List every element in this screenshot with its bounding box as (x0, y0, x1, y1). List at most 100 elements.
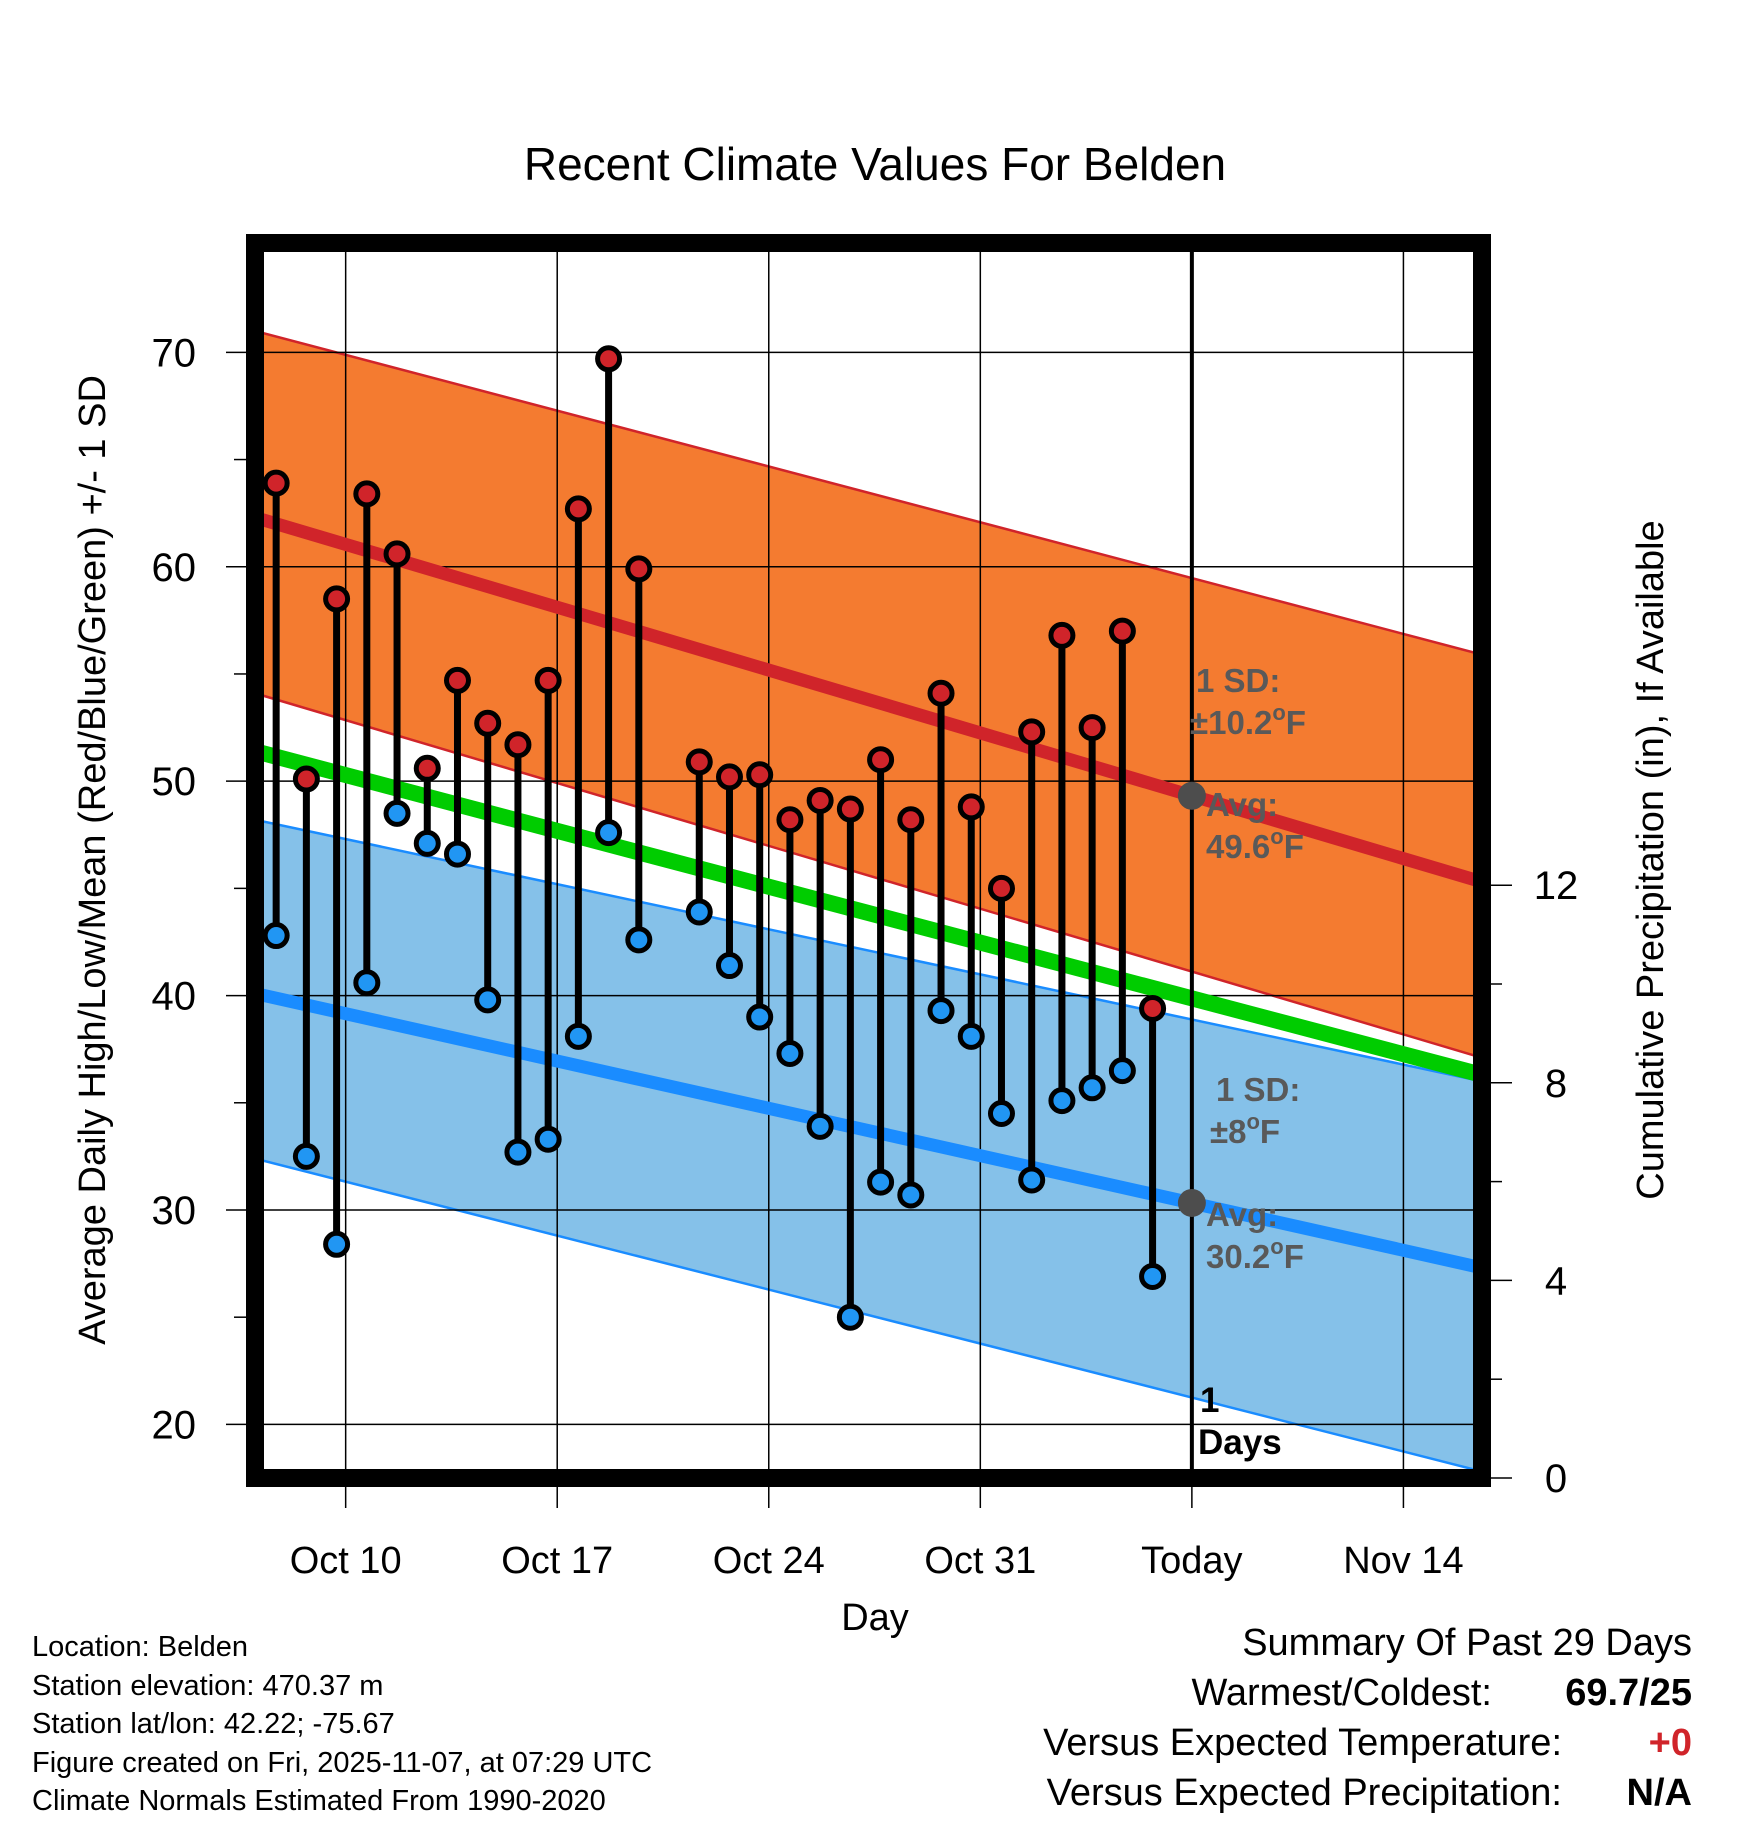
low-avg-value: 30.2oF (1206, 1234, 1304, 1275)
x-tick-label-24: Oct 31 (924, 1540, 1036, 1582)
latlon-text: Station lat/lon: 42.22; -75.67 (32, 1708, 395, 1740)
summary-panel: Summary Of Past 29 Days Warmest/Coldest:… (1043, 1618, 1692, 1818)
low-point (353, 969, 381, 997)
observation-day-11 (564, 495, 592, 1050)
observation-day-8 (474, 709, 502, 1014)
low-point (323, 1230, 351, 1258)
low-point (957, 1022, 985, 1050)
low-point (987, 1100, 1015, 1128)
high-point (1139, 994, 1167, 1022)
low-point (897, 1181, 925, 1209)
observation-day-27 (1078, 714, 1106, 1102)
high-point (474, 709, 502, 737)
low-point (534, 1125, 562, 1153)
x-tick-label-3: Oct 10 (290, 1540, 402, 1582)
low-point (262, 922, 290, 950)
today-high-avg-dot (1177, 781, 1206, 810)
high-point (353, 480, 381, 508)
high-sd-label: 1 SD: (1196, 662, 1280, 699)
y-tick-label-50: 50 (152, 760, 197, 804)
precip-value: N/A (1626, 1772, 1692, 1814)
high-point (867, 746, 895, 774)
y-tick-label-40: 40 (152, 975, 197, 1019)
x-axis: Oct 10 Oct 17 Oct 24 Oct 31 Today Nov 14 Day (290, 1487, 1464, 1639)
low-point (595, 819, 623, 847)
today-low-avg-dot (1177, 1188, 1206, 1217)
observation-day-26 (1048, 621, 1076, 1115)
summary-row-temp: Versus Expected Temperature: +0 (1043, 1718, 1692, 1768)
days-count: 1 (1200, 1381, 1219, 1420)
high-point (685, 748, 713, 776)
y-right-tick-label-0: 0 (1545, 1457, 1567, 1501)
high-point (564, 495, 592, 523)
observation-day-5 (383, 540, 411, 827)
high-point (534, 666, 562, 694)
low-point (1139, 1262, 1167, 1290)
x-tick-label-10: Oct 17 (501, 1540, 613, 1582)
y-tick-label-20: 20 (152, 1403, 197, 1447)
x-tick-label-31: Today (1141, 1540, 1242, 1582)
low-point (443, 840, 471, 868)
high-point (746, 761, 774, 789)
high-point (715, 763, 743, 791)
high-point (413, 754, 441, 782)
low-point (746, 1003, 774, 1031)
y-tick-label-60: 60 (152, 546, 197, 590)
observation-day-22 (927, 679, 955, 1025)
y-axis-left: 20 30 40 50 60 70 (152, 331, 246, 1447)
observation-day-14 (685, 748, 713, 926)
observation-day-21 (897, 806, 925, 1209)
summary-row-precip: Versus Expected Precipitation: N/A (1043, 1768, 1692, 1818)
plot-frame (246, 234, 1491, 1487)
high-point (292, 765, 320, 793)
station-info: Location: Belden Station elevation: 470.… (32, 1628, 652, 1821)
chart-title: Recent Climate Values For Belden (524, 138, 1226, 190)
observation-day-24 (987, 874, 1015, 1128)
plot-area (255, 243, 1482, 1478)
x-tick-label-38: Nov 14 (1343, 1540, 1463, 1582)
observation-day-19 (836, 795, 864, 1331)
high-point (1048, 621, 1076, 649)
low-point (413, 829, 441, 857)
y-right-tick-label-4: 4 (1545, 1259, 1567, 1303)
high-point (897, 806, 925, 834)
y-axis-right: 0 4 8 12 (1491, 864, 1578, 1501)
observation-day-1 (262, 469, 290, 950)
high-point (262, 469, 290, 497)
observation-day-29 (1139, 994, 1167, 1290)
high-normal-line (255, 511, 1482, 889)
high-point (957, 793, 985, 821)
low-normal-line (255, 987, 1482, 1275)
temp-label: Versus Expected Temperature: (1043, 1722, 1562, 1764)
x-axis-title: Day (841, 1597, 909, 1639)
observation-day-16 (746, 761, 774, 1031)
low-point (836, 1303, 864, 1331)
high-point (806, 786, 834, 814)
low-point (625, 926, 653, 954)
low-point (383, 799, 411, 827)
low-point (1048, 1087, 1076, 1115)
low-point (504, 1138, 532, 1166)
high-avg-value: 49.6oF (1206, 824, 1304, 865)
high-point (504, 731, 532, 759)
location-text: Location: Belden (32, 1631, 249, 1663)
observation-day-15 (715, 763, 743, 980)
observation-day-13 (625, 555, 653, 954)
y-axis-title-right: Cumulative Precipitation (in), If Availa… (1630, 520, 1672, 1199)
observation-day-17 (776, 806, 804, 1067)
high-upper-edge (255, 329, 1482, 656)
low-point (474, 986, 502, 1014)
observation-day-7 (443, 666, 471, 868)
high-avg-label: Avg: (1206, 786, 1278, 823)
y-right-tick-label-12: 12 (1534, 864, 1579, 908)
high-point (836, 795, 864, 823)
low-sd-band (255, 819, 1482, 1472)
high-point (625, 555, 653, 583)
low-point (1018, 1166, 1046, 1194)
elevation-text: Station elevation: 470.37 m (32, 1669, 384, 1702)
y-right-tick-label-8: 8 (1545, 1062, 1567, 1106)
summary-row-warm-cold: Warmest/Coldest: 69.7/25 (1043, 1668, 1692, 1718)
low-point (776, 1039, 804, 1067)
